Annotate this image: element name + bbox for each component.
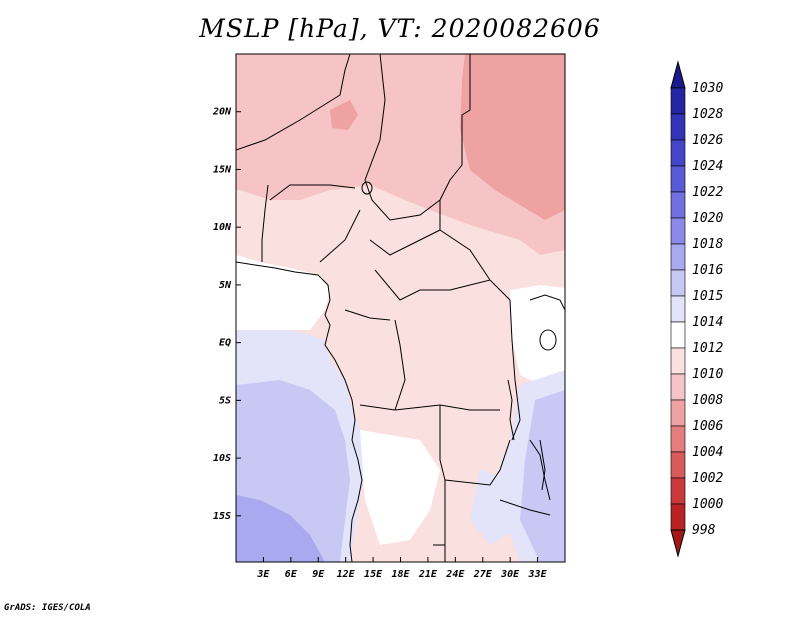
country-borders <box>236 54 565 562</box>
colorbar-label: 1000 <box>692 497 723 512</box>
lon-tick-label: 3E <box>256 569 270 580</box>
lat-tick-label: 5N <box>219 280 232 291</box>
colorbar-top-arrow <box>670 60 686 89</box>
credit-label: GrADS: IGES/COLA <box>4 603 91 613</box>
lon-tick-label: 24E <box>445 569 465 580</box>
lon-axis: 3E 6E 9E 12E 15E 18E 21E 24E 27E 30E 33E <box>256 557 548 580</box>
colorbar-swatch <box>670 399 686 427</box>
colorbar-label: 1006 <box>692 419 723 434</box>
colorbar-label: 1026 <box>692 133 723 148</box>
colorbar-swatch <box>670 425 686 453</box>
colorbar-label: 1014 <box>692 315 723 330</box>
colorbar-swatch <box>670 451 686 479</box>
colorbar-label: 1015 <box>692 289 723 304</box>
colorbar-label: 1022 <box>692 185 723 200</box>
lon-tick-label: 27E <box>473 569 493 580</box>
lat-tick-label: 10S <box>213 453 231 464</box>
colorbar-swatch <box>670 217 686 245</box>
region-1014-inland <box>360 430 440 545</box>
colorbar-label: 1018 <box>692 237 723 252</box>
region-1014-east <box>510 285 565 385</box>
colorbar-label: 1004 <box>692 445 723 460</box>
lat-tick-label: 15N <box>213 164 232 175</box>
lat-axis: 20N 15N 10N 5N EQ 5S 10S 15S <box>212 107 241 522</box>
lon-tick-label: 9E <box>312 569 325 580</box>
colorbar-swatch <box>670 269 686 297</box>
lon-tick-label: 6E <box>285 569 298 580</box>
colorbar-label: 1010 <box>692 367 723 382</box>
colorbar-swatch <box>670 503 686 531</box>
lon-tick-label: 33E <box>528 569 548 580</box>
colorbar-label: 1028 <box>692 107 723 122</box>
colorbar-swatch <box>670 477 686 505</box>
colorbar-swatch <box>670 191 686 219</box>
colorbar-swatch <box>670 321 686 349</box>
colorbar-label: 1016 <box>692 263 723 278</box>
lat-tick-label: 5S <box>219 395 231 406</box>
colorbar-label: 1008 <box>692 393 723 408</box>
lat-tick-label: 20N <box>212 107 232 118</box>
lon-tick-label: 21E <box>418 569 438 580</box>
colorbar-label: 1002 <box>692 471 723 486</box>
colorbar-label: 998 <box>692 523 716 538</box>
colorbar-swatch <box>670 243 686 271</box>
lon-tick-label: 15E <box>364 569 383 580</box>
pressure-field <box>236 54 565 562</box>
lon-tick-label: 30E <box>500 569 520 580</box>
region-1015-inland <box>470 470 515 545</box>
colorbar-bottom-arrow <box>670 529 686 558</box>
region-1018-ocean <box>236 495 325 562</box>
colorbar-label: 1020 <box>692 211 723 226</box>
lat-tick-label: 15S <box>213 511 231 522</box>
colorbar-swatch <box>670 373 686 401</box>
lat-tick-label: EQ <box>219 338 231 349</box>
colorbar-label: 1030 <box>692 81 723 96</box>
lon-tick-label: 18E <box>391 569 410 580</box>
region-1008 <box>460 54 565 220</box>
colorbar-swatch <box>670 165 686 193</box>
colorbar: 1030 1028 1026 1024 1022 1020 1018 1016 1015 1014… <box>670 60 723 558</box>
colorbar-swatch <box>670 295 686 323</box>
page-title: MSLP [hPa], VT: 2020082606 <box>199 14 601 43</box>
lon-tick-label: 12E <box>337 569 356 580</box>
colorbar-label: 1012 <box>692 341 723 356</box>
colorbar-swatch <box>670 87 686 115</box>
colorbar-label: 1024 <box>692 159 723 174</box>
region-1016-east <box>520 390 565 562</box>
colorbar-swatch <box>670 347 686 375</box>
lakes <box>361 181 557 491</box>
lat-tick-label: 10N <box>213 222 232 233</box>
colorbar-swatch <box>670 113 686 141</box>
region-1008-blob <box>330 100 358 130</box>
colorbar-swatch <box>670 139 686 167</box>
